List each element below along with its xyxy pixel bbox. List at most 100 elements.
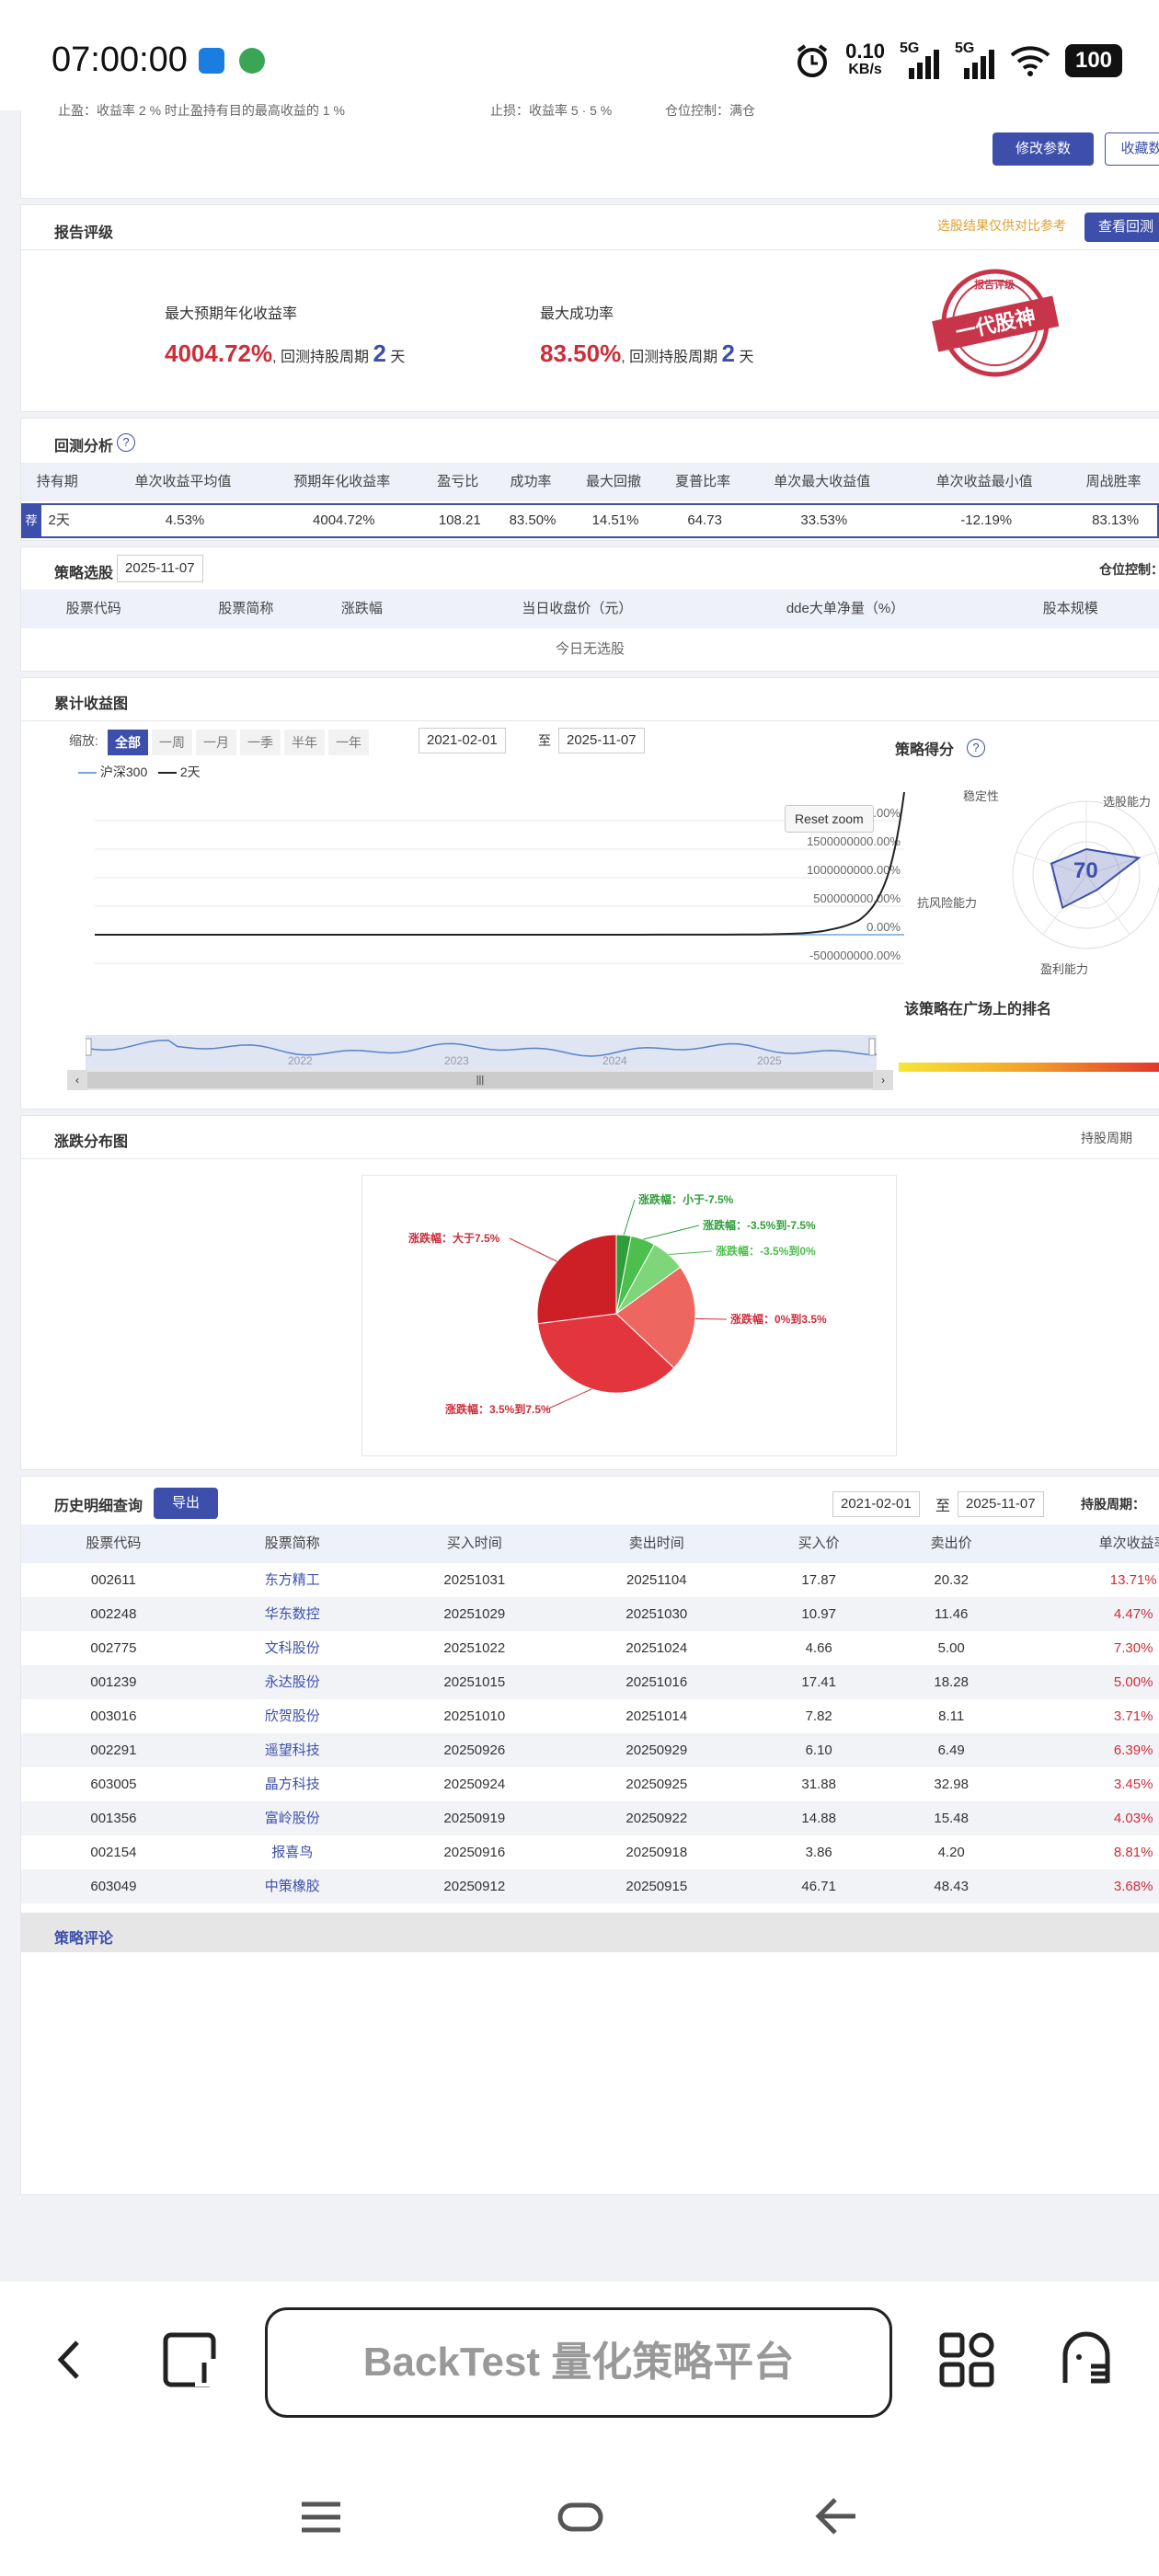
history-cell-5: 5.00 [937, 1640, 965, 1656]
distribution-panel: 涨跌分布图 持股周期 涨跌幅：小于-7.5% 涨跌幅：-3.5%到-7.5% 涨跌幅… [20, 1115, 1159, 1470]
y-tick-label: 1000000000.00% [807, 863, 901, 877]
table-row: 002248 华东数控 20251029 20251030 10.97 11.46 4.47… [21, 1597, 1159, 1631]
history-cell-1[interactable]: 东方精工 [264, 1572, 320, 1588]
cumulative-panel: 累计收益图 缩放: 全部 一周 一月 一季 半年 一年 2021-02-01 至 2025… [20, 677, 1159, 1110]
navigator-chart[interactable]: 2022 2023 2024 2025 [86, 1035, 877, 1075]
status-bar: 07:00:00 0.10 KB/s 5G 5G 100 [0, 0, 1159, 110]
radar-label-selection: 选股能力 [1103, 795, 1152, 809]
back-arrow-icon[interactable] [52, 2337, 88, 2383]
backtest-col-9: 周战胜率 [1085, 474, 1142, 489]
modify-params-button[interactable]: 修改参数 [993, 132, 1094, 166]
report-title: 报告评级 [54, 225, 114, 241]
chart-to-date[interactable]: 2025-11-07 [558, 728, 645, 753]
history-cell-6: 6.39% [1113, 1742, 1153, 1758]
browser-bottom-bar [0, 2282, 1159, 2576]
zoom-option-0[interactable]: 全部 [108, 730, 148, 755]
backtest-col-2: 预期年化收益率 [293, 474, 391, 489]
history-title: 历史明细查询 [54, 1499, 143, 1514]
view-backtest-button[interactable]: 查看回测 [1084, 213, 1159, 242]
history-cell-1[interactable]: 欣贺股份 [264, 1708, 320, 1724]
recents-icon[interactable] [300, 2499, 342, 2536]
history-cell-1[interactable]: 中策橡胶 [264, 1879, 320, 1894]
score-help-icon[interactable]: ? [967, 739, 985, 757]
history-cell-2: 20251015 [443, 1674, 506, 1690]
stop-loss-text: 止损：收益率 5 · 5 % [490, 103, 613, 118]
history-cell-1[interactable]: 文科股份 [264, 1640, 320, 1656]
history-col-6: 单次收益率 [1098, 1535, 1159, 1551]
history-cell-3: 20250925 [625, 1777, 688, 1792]
history-cell-4: 46.71 [801, 1879, 836, 1894]
chart-scrollbar[interactable]: ‹ ||| › [67, 1070, 893, 1090]
zoom-option-2[interactable]: 一月 [196, 730, 236, 755]
pick-position-control: 仓位控制： [1099, 562, 1159, 577]
help-icon[interactable]: ? [117, 433, 135, 452]
history-cell-1[interactable]: 永达股份 [264, 1674, 320, 1690]
history-to-date[interactable]: 2025-11-07 [958, 1491, 1044, 1517]
strategy-params-panel: 止盈：收益率 2 % 时止盈持有目的最高收益的 1 % 止损：收益率 5 · 5… [20, 103, 1159, 199]
zoom-option-1[interactable]: 一周 [152, 730, 192, 755]
net-speed: 0.10 KB/s [845, 40, 885, 78]
history-cell-0: 603005 [90, 1777, 137, 1792]
history-cell-3: 20250929 [625, 1742, 688, 1758]
backtest-col-0: 持有期 [36, 474, 78, 489]
legend-2day[interactable]: 2天 [179, 765, 201, 779]
backtest-row: 荐 2天 4.53% 4004.72% 108.21 83.50% 14.51% 64.73… [21, 503, 1159, 538]
history-cell-5: 4.20 [937, 1845, 965, 1860]
zoom-option-5[interactable]: 一年 [328, 730, 369, 755]
backtest-header: 持有期 单次收益平均值 预期年化收益率 盈亏比 成功率 最大回撤 夏普比率 单次最大收益值 单次… [21, 463, 1159, 501]
history-cell-1[interactable]: 晶方科技 [264, 1777, 320, 1792]
max-success-row: 83.50%, 回测持股周期 2 天 [540, 339, 754, 367]
backtest-cell-6: 64.73 [687, 512, 722, 528]
history-cell-0: 003016 [90, 1708, 137, 1724]
comments-title[interactable]: 策略评论 [54, 1931, 114, 1947]
radar-polygon [1050, 847, 1142, 910]
history-cell-4: 3.86 [805, 1845, 832, 1860]
legend-hs300[interactable]: 沪深300 [99, 765, 148, 779]
ghost-menu-icon[interactable] [1058, 2329, 1115, 2388]
history-cell-1[interactable]: 华东数控 [264, 1606, 320, 1622]
table-row: 002291 遥望科技 20250926 20250929 6.10 6.49 6.39% [21, 1733, 1159, 1767]
distribution-pie-chart: 涨跌幅：小于-7.5% 涨跌幅：-3.5%到-7.5% 涨跌幅：-3.5%到0% 涨跌… [408, 1192, 827, 1416]
pick-date[interactable]: 2025-11-07 [117, 555, 203, 582]
url-bar[interactable]: BackTest 量化策略平台 [265, 2307, 892, 2418]
pie-frame: 涨跌幅：小于-7.5% 涨跌幅：-3.5%到-7.5% 涨跌幅：-3.5%到0% 涨跌… [361, 1175, 897, 1456]
rank-title: 该策略在广场上的排名 [904, 1002, 1052, 1018]
history-cell-5: 48.43 [934, 1879, 969, 1894]
chart-from-date[interactable]: 2021-02-01 [419, 728, 506, 753]
history-cell-1[interactable]: 富岭股份 [264, 1811, 320, 1826]
export-button[interactable]: 导出 [154, 1488, 218, 1519]
series-line-1 [95, 791, 905, 936]
history-cell-1[interactable]: 报喜鸟 [271, 1845, 314, 1860]
history-cell-1[interactable]: 遥望科技 [264, 1742, 320, 1758]
backtest-cell-4: 83.50% [509, 512, 557, 528]
pick-title: 策略选股 [54, 566, 114, 581]
navigator-bg [86, 1035, 877, 1075]
history-cell-3: 20250922 [625, 1811, 688, 1826]
tabs-icon[interactable] [162, 2331, 217, 2388]
navigator-series [86, 1040, 877, 1057]
distribution-title: 涨跌分布图 [54, 1134, 129, 1150]
y-tick-label: 0.00% [866, 920, 901, 934]
max-annual-label: 最大预期年化收益率 [165, 306, 298, 322]
history-cell-4: 17.41 [801, 1674, 836, 1690]
reset-zoom-button[interactable]: Reset zoom [785, 805, 874, 833]
comments-bar: 策略评论 [21, 1913, 1159, 1955]
history-cell-0: 002291 [90, 1742, 137, 1758]
history-cell-0: 002248 [90, 1606, 137, 1622]
favorite-button[interactable]: 收藏数 [1105, 132, 1159, 166]
y-tick-label: 500000000.00% [813, 891, 901, 905]
history-cell-6: 4.47% [1113, 1606, 1153, 1622]
zoom-option-4[interactable]: 半年 [284, 730, 325, 755]
pie-leader-3 [694, 1317, 728, 1320]
backtest-cell-9: 83.13% [1092, 512, 1140, 528]
system-back-icon[interactable] [815, 2495, 859, 2537]
backtest-title: 回测分析 [54, 439, 114, 454]
history-from-date[interactable]: 2021-02-01 [832, 1491, 920, 1517]
navigator-handle-left [86, 1038, 92, 1056]
apps-icon[interactable] [938, 2331, 995, 2388]
history-col-3: 卖出时间 [628, 1535, 684, 1551]
zoom-option-3[interactable]: 一季 [240, 730, 281, 755]
history-period-label: 持股周期： [1081, 1497, 1145, 1512]
pie-leader-4 [545, 1388, 592, 1410]
home-icon[interactable] [557, 2499, 603, 2536]
